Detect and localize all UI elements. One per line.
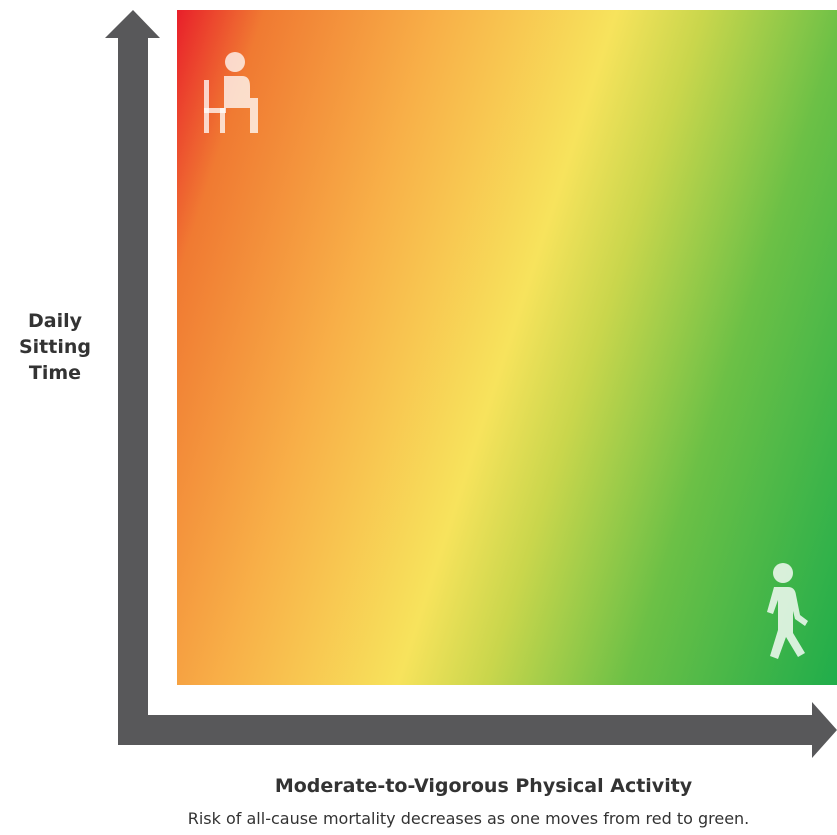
x-axis-label: Moderate-to-Vigorous Physical Activity [274, 775, 693, 797]
y-axis-arrow-shaft [118, 35, 148, 745]
y-axis-arrowhead [105, 10, 160, 38]
x-axis-arrowhead [812, 702, 837, 758]
y-axis-label: Daily Sitting Time [18, 310, 91, 384]
walking-icon [767, 563, 808, 659]
x-axis-arrow-shaft [118, 715, 818, 745]
axes [105, 10, 837, 758]
risk-gradient [177, 10, 837, 685]
sitting-icon [204, 52, 258, 133]
caption: Risk of all-cause mortality decreases as… [187, 809, 750, 828]
